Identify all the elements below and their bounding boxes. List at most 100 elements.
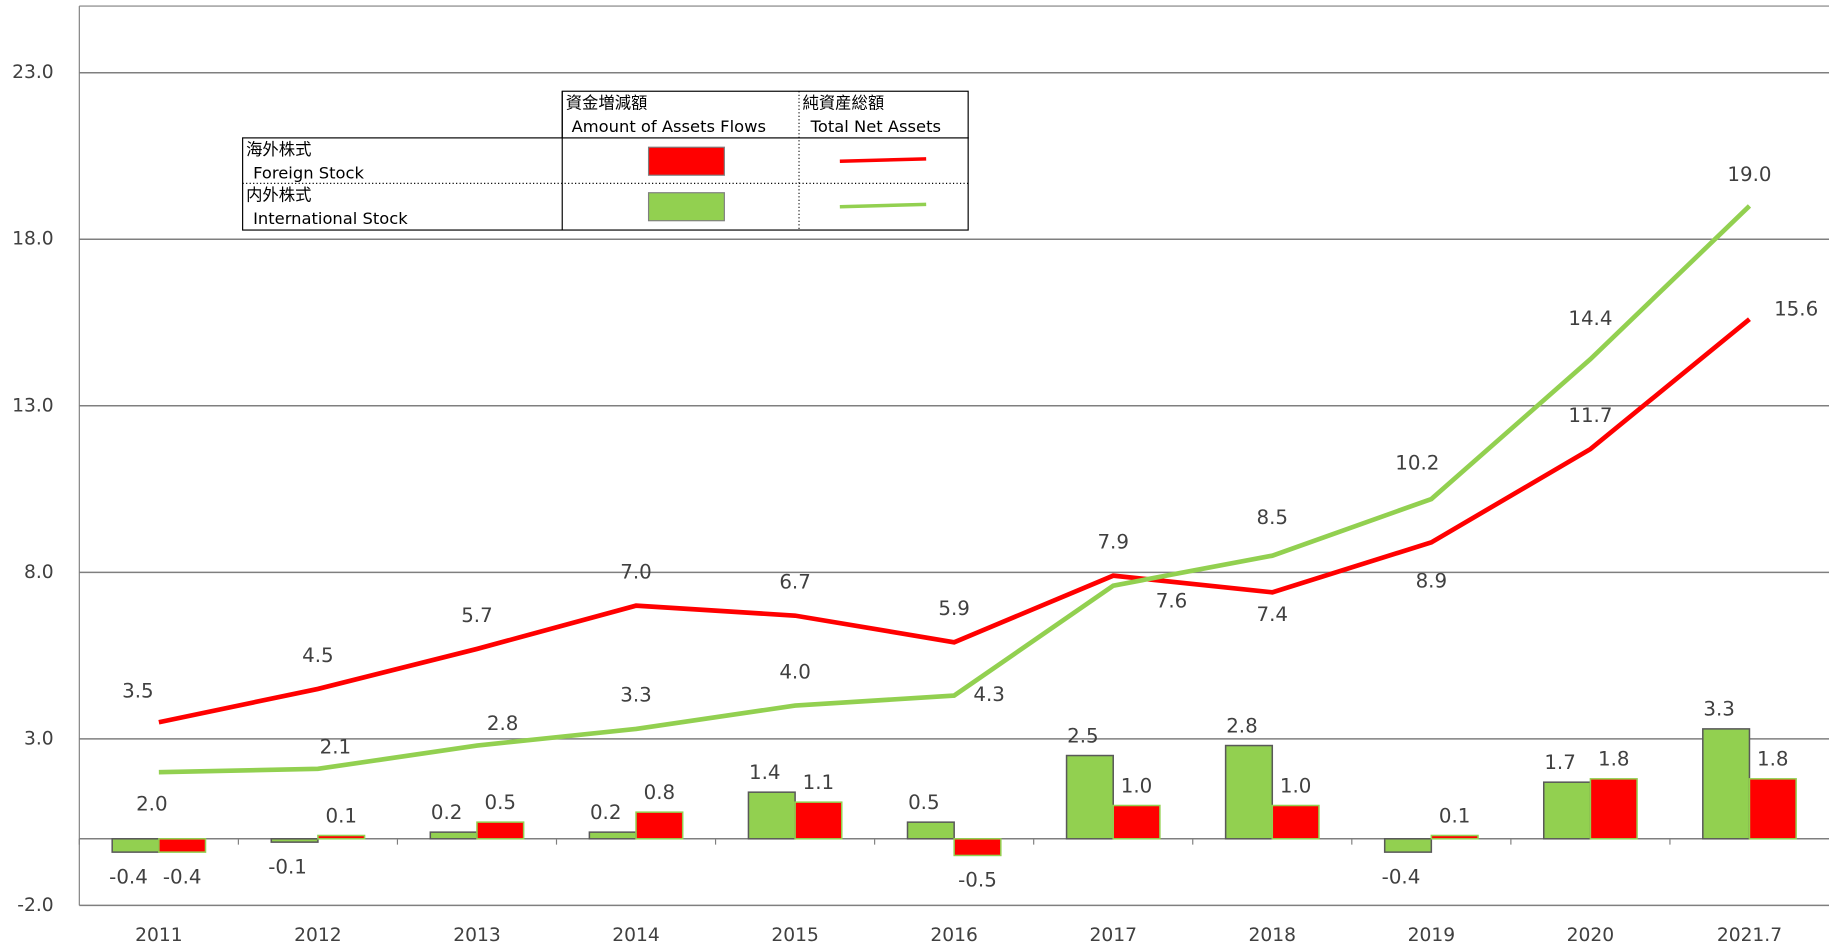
bar bbox=[588, 831, 637, 840]
bar bbox=[1065, 754, 1114, 840]
y-tick-label: -2.0 bbox=[17, 895, 53, 916]
bar bbox=[747, 791, 796, 840]
x-tick-label: 2015 bbox=[771, 925, 818, 946]
line-label: 6.7 bbox=[779, 570, 811, 593]
bar bbox=[1430, 834, 1479, 840]
legend-col-en: Total Net Assets bbox=[810, 117, 941, 136]
legend-header bbox=[561, 90, 969, 139]
bar bbox=[906, 821, 955, 840]
line-label: 7.0 bbox=[620, 560, 652, 583]
line-label: 8.5 bbox=[1257, 506, 1289, 529]
line-label: 19.0 bbox=[1727, 163, 1771, 186]
line-label: 10.2 bbox=[1395, 452, 1439, 475]
line-label: 4.3 bbox=[973, 683, 1005, 706]
line-label: 3.3 bbox=[620, 684, 652, 707]
bar bbox=[635, 811, 684, 840]
line-label: 15.6 bbox=[1774, 297, 1818, 320]
x-tick-label: 2016 bbox=[930, 925, 977, 946]
bar-label: 0.2 bbox=[431, 801, 463, 824]
y-tick-label: 18.0 bbox=[12, 229, 54, 250]
line-label: 3.5 bbox=[122, 679, 154, 702]
y-tick-label: 23.0 bbox=[12, 62, 54, 83]
legend-row-jp: 内外株式 bbox=[246, 186, 311, 205]
line-label: 2.8 bbox=[487, 712, 519, 735]
bar-label: 1.4 bbox=[749, 761, 781, 784]
line-label: 5.9 bbox=[938, 597, 970, 620]
bar-label: 2.8 bbox=[1226, 714, 1258, 737]
bar bbox=[1589, 778, 1638, 840]
legend-col-jp: 資金増減額 bbox=[566, 94, 648, 113]
legend-line bbox=[839, 157, 927, 163]
legend-row-jp: 海外株式 bbox=[246, 140, 311, 159]
y-tick-label: 13.0 bbox=[12, 395, 54, 416]
bar-label: 0.1 bbox=[1439, 804, 1471, 827]
line-label: 2.0 bbox=[136, 792, 168, 815]
legend-frame bbox=[242, 137, 969, 231]
bar-label: -0.4 bbox=[1382, 865, 1421, 888]
bar bbox=[1271, 804, 1320, 840]
legend-col-jp: 純資産総額 bbox=[803, 94, 885, 113]
bar bbox=[1112, 804, 1161, 840]
bar-label: 1.8 bbox=[1757, 748, 1789, 771]
bar bbox=[158, 838, 207, 853]
bar-label: -0.5 bbox=[958, 869, 997, 892]
bar-label: -0.4 bbox=[163, 865, 202, 888]
bar bbox=[953, 838, 1002, 857]
legend: 資金増減額 Amount of Assets Flows 純資産総額 Total… bbox=[242, 90, 969, 231]
x-tick-label: 2018 bbox=[1249, 925, 1296, 946]
line-label: 7.9 bbox=[1097, 531, 1129, 554]
line-label: 14.4 bbox=[1568, 307, 1612, 330]
line-label: 7.4 bbox=[1257, 603, 1289, 626]
x-tick-label: 2014 bbox=[612, 925, 659, 946]
bar-label: 2.5 bbox=[1067, 724, 1099, 747]
line-label: 4.5 bbox=[302, 644, 334, 667]
bar-label: 0.8 bbox=[644, 781, 676, 804]
x-tick-label: 2020 bbox=[1567, 925, 1614, 946]
legend-col-en: Amount of Assets Flows bbox=[572, 117, 766, 136]
bar bbox=[317, 834, 366, 840]
x-tick-label: 2011 bbox=[135, 925, 182, 946]
bar bbox=[794, 801, 843, 840]
bar-label: 1.1 bbox=[803, 771, 835, 794]
bar bbox=[1702, 728, 1751, 840]
bar bbox=[429, 831, 478, 840]
line-label: 8.9 bbox=[1416, 570, 1448, 593]
bar-label: 1.8 bbox=[1598, 748, 1630, 771]
y-tick-label: 8.0 bbox=[24, 562, 54, 583]
bar bbox=[1542, 781, 1592, 840]
bar bbox=[1224, 744, 1274, 840]
bar bbox=[270, 838, 319, 843]
legend-swatch bbox=[647, 192, 725, 222]
bar-label: 3.3 bbox=[1703, 698, 1735, 721]
line-label: 4.0 bbox=[779, 660, 811, 683]
bar-label: 0.5 bbox=[485, 791, 517, 814]
line-label: 7.6 bbox=[1156, 589, 1188, 612]
line-label: 11.7 bbox=[1568, 404, 1612, 427]
x-tick-label: 2017 bbox=[1089, 925, 1136, 946]
bar-label: 0.1 bbox=[325, 804, 357, 827]
line bbox=[158, 317, 1751, 725]
x-tick-label: 2021.7 bbox=[1717, 925, 1782, 946]
line-label: 2.1 bbox=[320, 735, 352, 758]
bar bbox=[476, 821, 525, 840]
bar-label: 1.0 bbox=[1280, 774, 1312, 797]
bar-label: -0.1 bbox=[268, 855, 307, 878]
bar bbox=[1748, 778, 1797, 840]
legend-swatch bbox=[647, 146, 725, 176]
line-label: 5.7 bbox=[461, 604, 493, 627]
bar-label: 0.2 bbox=[590, 801, 622, 824]
x-tick-label: 2019 bbox=[1408, 925, 1455, 946]
bar-label: -0.4 bbox=[109, 865, 148, 888]
legend-row-en: Foreign Stock bbox=[253, 164, 364, 183]
y-tick-label: 3.0 bbox=[24, 728, 54, 749]
bar bbox=[1383, 838, 1433, 853]
bar-label: 1.0 bbox=[1121, 774, 1153, 797]
bar-label: 0.5 bbox=[908, 791, 940, 814]
x-tick-label: 2013 bbox=[453, 925, 500, 946]
bar bbox=[111, 838, 160, 853]
legend-row-en: International Stock bbox=[253, 209, 408, 228]
legend-line bbox=[839, 202, 927, 209]
x-tick-label: 2012 bbox=[294, 925, 341, 946]
